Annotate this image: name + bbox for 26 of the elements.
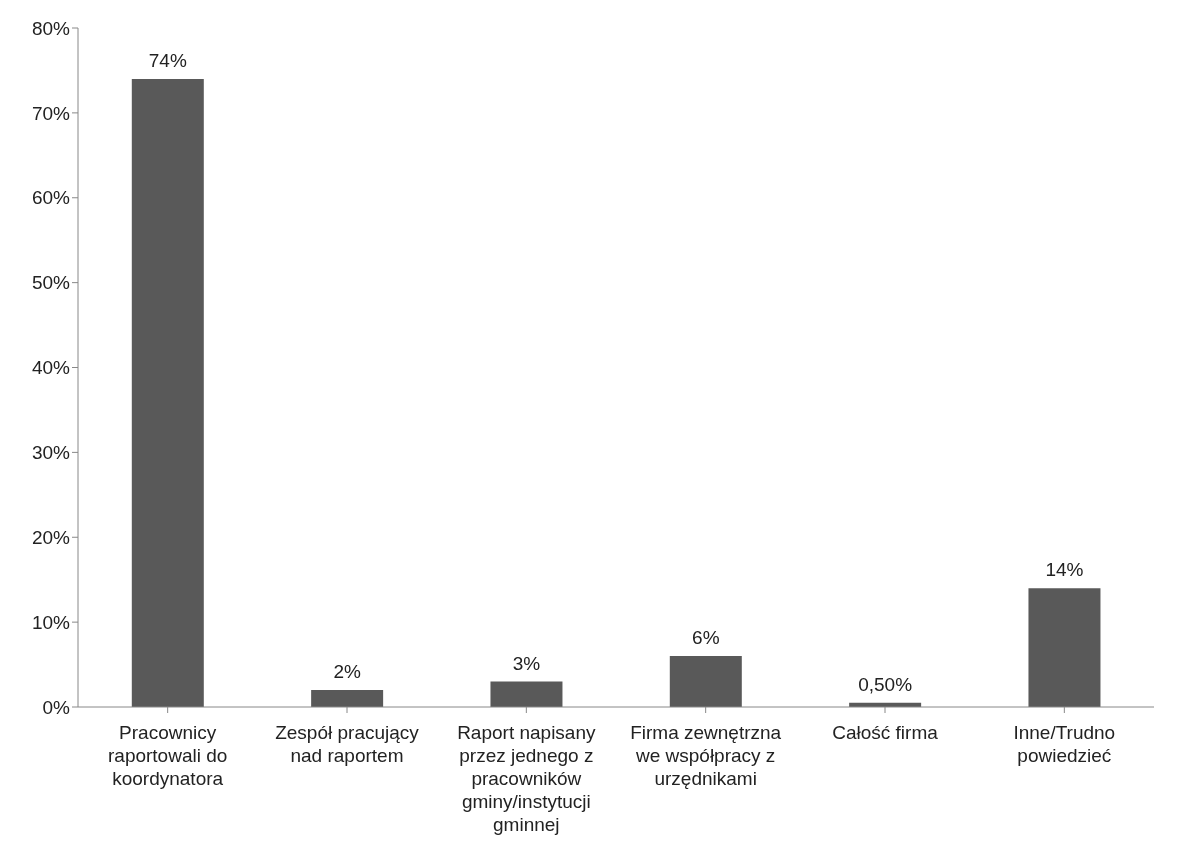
y-tick-label: 60% [31, 187, 71, 209]
data-label: 0,50% [858, 673, 913, 695]
data-label: 6% [692, 627, 720, 649]
y-tick-label: 70% [31, 102, 71, 124]
bar [131, 78, 204, 707]
bar [490, 681, 563, 707]
data-label: 2% [333, 661, 361, 683]
data-label: 3% [512, 652, 541, 674]
bar [311, 690, 384, 707]
y-tick-label: 40% [31, 357, 71, 379]
x-tick-label: Zespół pracujący nad raportem [275, 722, 420, 766]
x-tick-label: Całość firma [832, 722, 939, 743]
bar [669, 656, 742, 707]
bar [1028, 588, 1101, 707]
y-tick-label: 80% [31, 17, 71, 39]
y-tick-label: 20% [31, 526, 71, 548]
x-tick-label: Inne/Trudno powiedzieć [1013, 722, 1116, 766]
x-tick-label: Raport napisany przez jednego z pracowników gminy/instytucji gminnej [457, 722, 597, 835]
y-tick-label: 0% [42, 696, 71, 718]
x-tick-label: Pracownicy raportowali do koordynatora [107, 722, 228, 789]
y-tick-label: 50% [31, 272, 71, 294]
data-label: 74% [148, 49, 187, 71]
data-label: 14% [1045, 559, 1084, 581]
x-tick-label: Firma zewnętrzna we współpracy z urzędnikami [630, 722, 782, 789]
y-tick-label: 30% [31, 442, 71, 464]
y-tick-label: 10% [31, 611, 71, 633]
